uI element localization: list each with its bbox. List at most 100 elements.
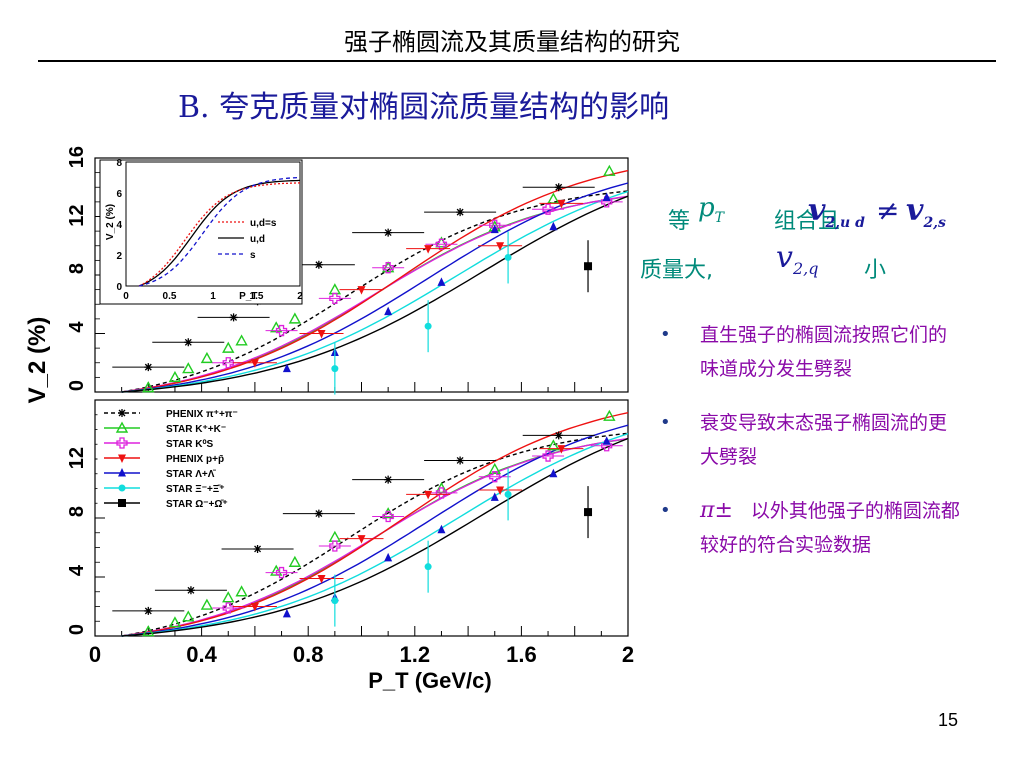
- data-point-xi: [424, 322, 432, 330]
- data-point-omega: [584, 508, 593, 517]
- y-tick-label: 0: [66, 380, 88, 391]
- inset-x-tick-label: 1.5: [250, 291, 264, 302]
- x-tick-label: 0: [89, 642, 101, 667]
- data-point-k0s: [489, 471, 501, 483]
- note-mass: 质量大,: [640, 258, 713, 283]
- x-tick-label: 1.2: [400, 642, 431, 667]
- neq-symbol: ≠: [876, 194, 900, 227]
- data-point-pion: [144, 606, 153, 615]
- model-curve-pion: [121, 190, 629, 393]
- legend-marker-proton: [118, 454, 126, 463]
- legend-label-xi: STAR Ξ⁻+Ξ̄⁺: [166, 484, 225, 495]
- model-curve-proton: [121, 169, 629, 393]
- y-tick-label: 16: [66, 146, 88, 168]
- v2ud-symbol: v2,u d: [808, 193, 865, 231]
- x-tick-label: 0.4: [186, 642, 217, 667]
- data-point-xi: [504, 490, 512, 498]
- data-point-pion: [186, 586, 195, 595]
- data-point-lambda: [490, 492, 499, 501]
- legend-marker-k0s: [116, 437, 128, 449]
- bullet-item: • 直生强子的椭圆流按照它们的味道成分发生劈裂: [660, 318, 960, 386]
- data-point-lambda: [437, 524, 446, 534]
- x-axis-label: P_T (GeV/c): [368, 668, 491, 693]
- bullet-dot-icon: •: [660, 500, 671, 521]
- data-point-pion: [554, 431, 563, 440]
- data-point-kaon: [222, 341, 235, 353]
- model-curve-proton: [121, 412, 629, 637]
- data-point-proton: [250, 603, 259, 612]
- data-point-k0s: [275, 566, 288, 579]
- data-point-pion: [314, 509, 323, 518]
- data-point-proton: [496, 242, 505, 251]
- data-point-xi: [331, 365, 339, 373]
- data-point-k0s: [435, 238, 448, 250]
- data-point-xi: [424, 563, 432, 571]
- data-point-lambda: [490, 224, 499, 234]
- data-point-kaon: [328, 530, 342, 542]
- data-point-proton: [317, 330, 326, 339]
- data-point-lambda: [384, 306, 393, 316]
- data-point-kaon: [168, 370, 182, 383]
- legend-label-lambda: STAR Λ+Λ̄: [166, 469, 216, 480]
- inset-y-label: V_2 (%): [105, 204, 116, 240]
- data-point-proton: [357, 535, 366, 544]
- legend-marker-xi: [118, 484, 126, 492]
- legend-label-pion: PHENIX π⁺+π⁻: [166, 409, 238, 420]
- header-divider: [38, 60, 996, 62]
- legend-marker-lambda: [118, 468, 126, 477]
- data-point-k0s: [382, 262, 394, 274]
- legend-label-kaon: STAR K⁺+K⁻: [166, 424, 226, 435]
- y-axis-label: V_2 (%): [24, 317, 51, 404]
- data-point-kaon: [235, 585, 248, 597]
- inset-axes: [125, 161, 301, 287]
- bullet-item: • π± 以外其他强子的椭圆流都较好的符合实验数据: [660, 494, 960, 562]
- page-number: 15: [938, 710, 959, 730]
- inset-x-tick-label: 0: [123, 291, 129, 302]
- data-point-proton: [557, 445, 566, 454]
- x-tick-label: 1.6: [506, 642, 537, 667]
- data-point-pion: [456, 456, 465, 465]
- model-curve-xi: [121, 190, 629, 393]
- model-curve-xi: [121, 433, 629, 637]
- inset-y-tick-label: 8: [116, 158, 122, 169]
- data-point-kaon: [200, 351, 214, 364]
- v2q-symbol: v2,q: [776, 240, 819, 278]
- data-point-lambda: [549, 468, 558, 478]
- inset-y-tick-label: 6: [116, 189, 122, 200]
- data-point-k0s: [382, 510, 394, 523]
- data-point-kaon: [168, 616, 182, 628]
- data-point-k0s: [542, 203, 554, 215]
- data-point-k0s: [222, 602, 234, 614]
- data-point-lambda: [602, 436, 611, 445]
- inset-frame: [99, 159, 303, 305]
- data-point-kaon: [488, 462, 501, 475]
- data-point-k0s: [275, 324, 288, 337]
- note-combine: 组合且: [774, 209, 841, 234]
- data-point-kaon: [288, 555, 302, 567]
- model-curve-lambda: [121, 182, 629, 393]
- y-tick-label: 12: [66, 205, 88, 227]
- data-point-pion: [384, 475, 393, 484]
- data-point-omega: [584, 262, 593, 271]
- data-point-lambda: [437, 277, 446, 286]
- note-equal: 等: [668, 209, 691, 234]
- data-point-pion: [229, 313, 238, 322]
- model-curve-omega: [121, 195, 629, 393]
- inset-legend-label: u,d=s: [250, 218, 277, 229]
- y-tick-label: 0: [66, 624, 88, 635]
- data-point-kaon: [200, 598, 214, 610]
- model-curve-pion: [121, 432, 629, 637]
- data-point-k0s: [329, 540, 341, 552]
- data-point-proton: [424, 490, 433, 500]
- inset-x-tick-label: 2: [297, 291, 303, 302]
- data-point-k0s: [542, 450, 554, 462]
- data-point-kaon: [288, 312, 302, 324]
- slide-header: 强子椭圆流及其质量结构的研究: [344, 28, 680, 56]
- data-point-pion: [456, 208, 465, 217]
- data-point-kaon: [182, 362, 195, 374]
- pion-symbol: π±: [700, 498, 733, 523]
- data-point-proton: [424, 245, 433, 254]
- inset-x-tick-label: 1: [210, 291, 216, 302]
- data-point-kaon: [603, 409, 616, 421]
